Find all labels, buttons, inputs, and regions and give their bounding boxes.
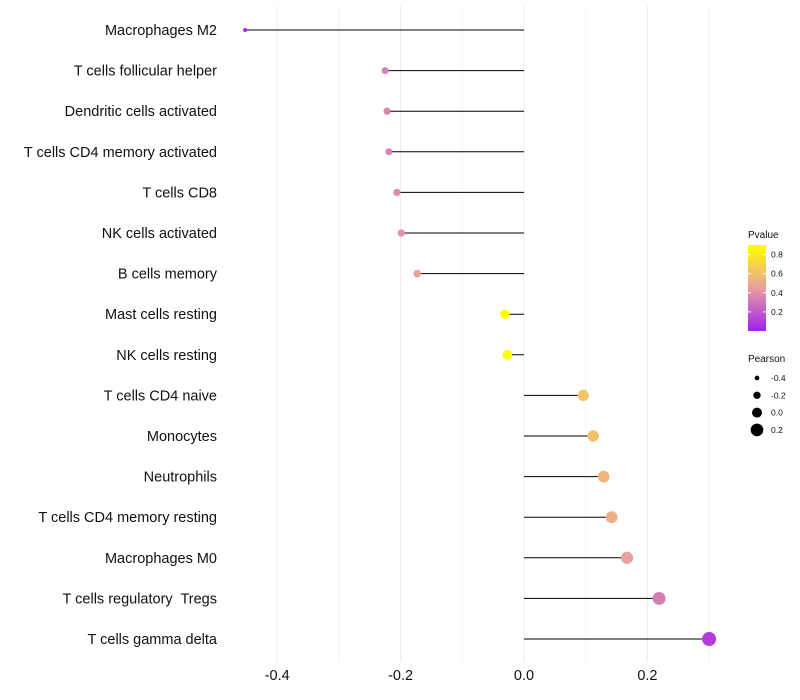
pearson-legend-label: 0.2: [771, 425, 783, 435]
x-axis-tick-label: 0.2: [637, 668, 657, 684]
y-axis-label: T cells regulatory Tregs: [63, 591, 217, 607]
lollipop-point: [620, 551, 634, 564]
pvalue-colorbar: [748, 245, 766, 331]
x-axis-tick-labels: -0.4 -0.2 0.0 0.2: [265, 668, 658, 684]
lollipop-points: [243, 28, 717, 646]
y-axis-label: T cells gamma delta: [88, 632, 218, 648]
lollipop-point: [502, 349, 513, 360]
x-axis-tick-label: 0.0: [514, 668, 534, 684]
lollipop-point: [500, 309, 510, 319]
lollipop-point: [397, 229, 405, 237]
y-axis-label: Macrophages M2: [105, 23, 217, 39]
y-axis-label: Monocytes: [147, 429, 217, 445]
lollipop-point: [413, 269, 422, 278]
lollipop-point: [385, 148, 393, 156]
y-axis-label: T cells CD4 memory resting: [38, 510, 217, 526]
y-axis-label: Mast cells resting: [105, 307, 217, 323]
pvalue-legend-tick-label: 0.4: [771, 288, 783, 298]
pvalue-legend-tick-label: 0.6: [771, 269, 783, 279]
pearson-legend-key: [754, 375, 760, 381]
pvalue-legend-title: Pvalue: [748, 230, 779, 241]
pvalue-legend-tick-label: 0.2: [771, 307, 783, 317]
lollipop-point: [393, 188, 401, 197]
y-axis-label: T cells CD4 memory activated: [24, 145, 217, 161]
lollipop-point: [587, 430, 599, 442]
x-axis-tick-label: -0.4: [265, 668, 290, 684]
y-axis-label: T cells CD4 naive: [104, 388, 217, 404]
lollipop-point: [597, 470, 610, 483]
y-axis-label: Macrophages M0: [105, 551, 217, 567]
pearson-legend-key: [753, 391, 761, 399]
x-axis-tick-label: -0.2: [388, 668, 413, 684]
pearson-size-legend: Pearson -0.4 -0.2 0.0 0.2: [748, 354, 786, 437]
lollipop-point: [381, 67, 389, 75]
y-axis-labels: Macrophages M2 T cells follicular helper D…: [24, 23, 218, 648]
grid-lines: [276, 6, 710, 662]
y-axis-label: NK cells resting: [116, 348, 217, 364]
pearson-legend-key: [752, 407, 762, 418]
y-axis-label: Dendritic cells activated: [65, 104, 217, 120]
pearson-legend-title: Pearson: [748, 354, 785, 365]
lollipop-stems: [245, 29, 710, 640]
lollipop-point: [702, 632, 717, 646]
lollipop-point: [243, 28, 248, 32]
y-axis-label: Neutrophils: [144, 470, 217, 486]
pvalue-legend-tick-label: 0.8: [771, 250, 783, 260]
pearson-legend-label: 0.0: [771, 408, 783, 418]
pearson-legend-key: [750, 423, 764, 437]
lollipop-point: [652, 591, 666, 605]
pvalue-legend: Pvalue 0.8 0.6 0.4 0.2: [748, 230, 783, 331]
lollipop-point: [577, 389, 589, 402]
lollipop-point: [383, 107, 391, 115]
y-axis-label: T cells CD8: [142, 185, 217, 201]
y-axis-label: NK cells activated: [102, 226, 217, 242]
pearson-legend-label: -0.2: [771, 390, 786, 400]
pearson-legend-label: -0.4: [771, 373, 786, 383]
y-axis-label: T cells follicular helper: [74, 64, 217, 80]
y-axis-label: B cells memory: [118, 267, 218, 283]
lollipop-point: [605, 511, 618, 524]
